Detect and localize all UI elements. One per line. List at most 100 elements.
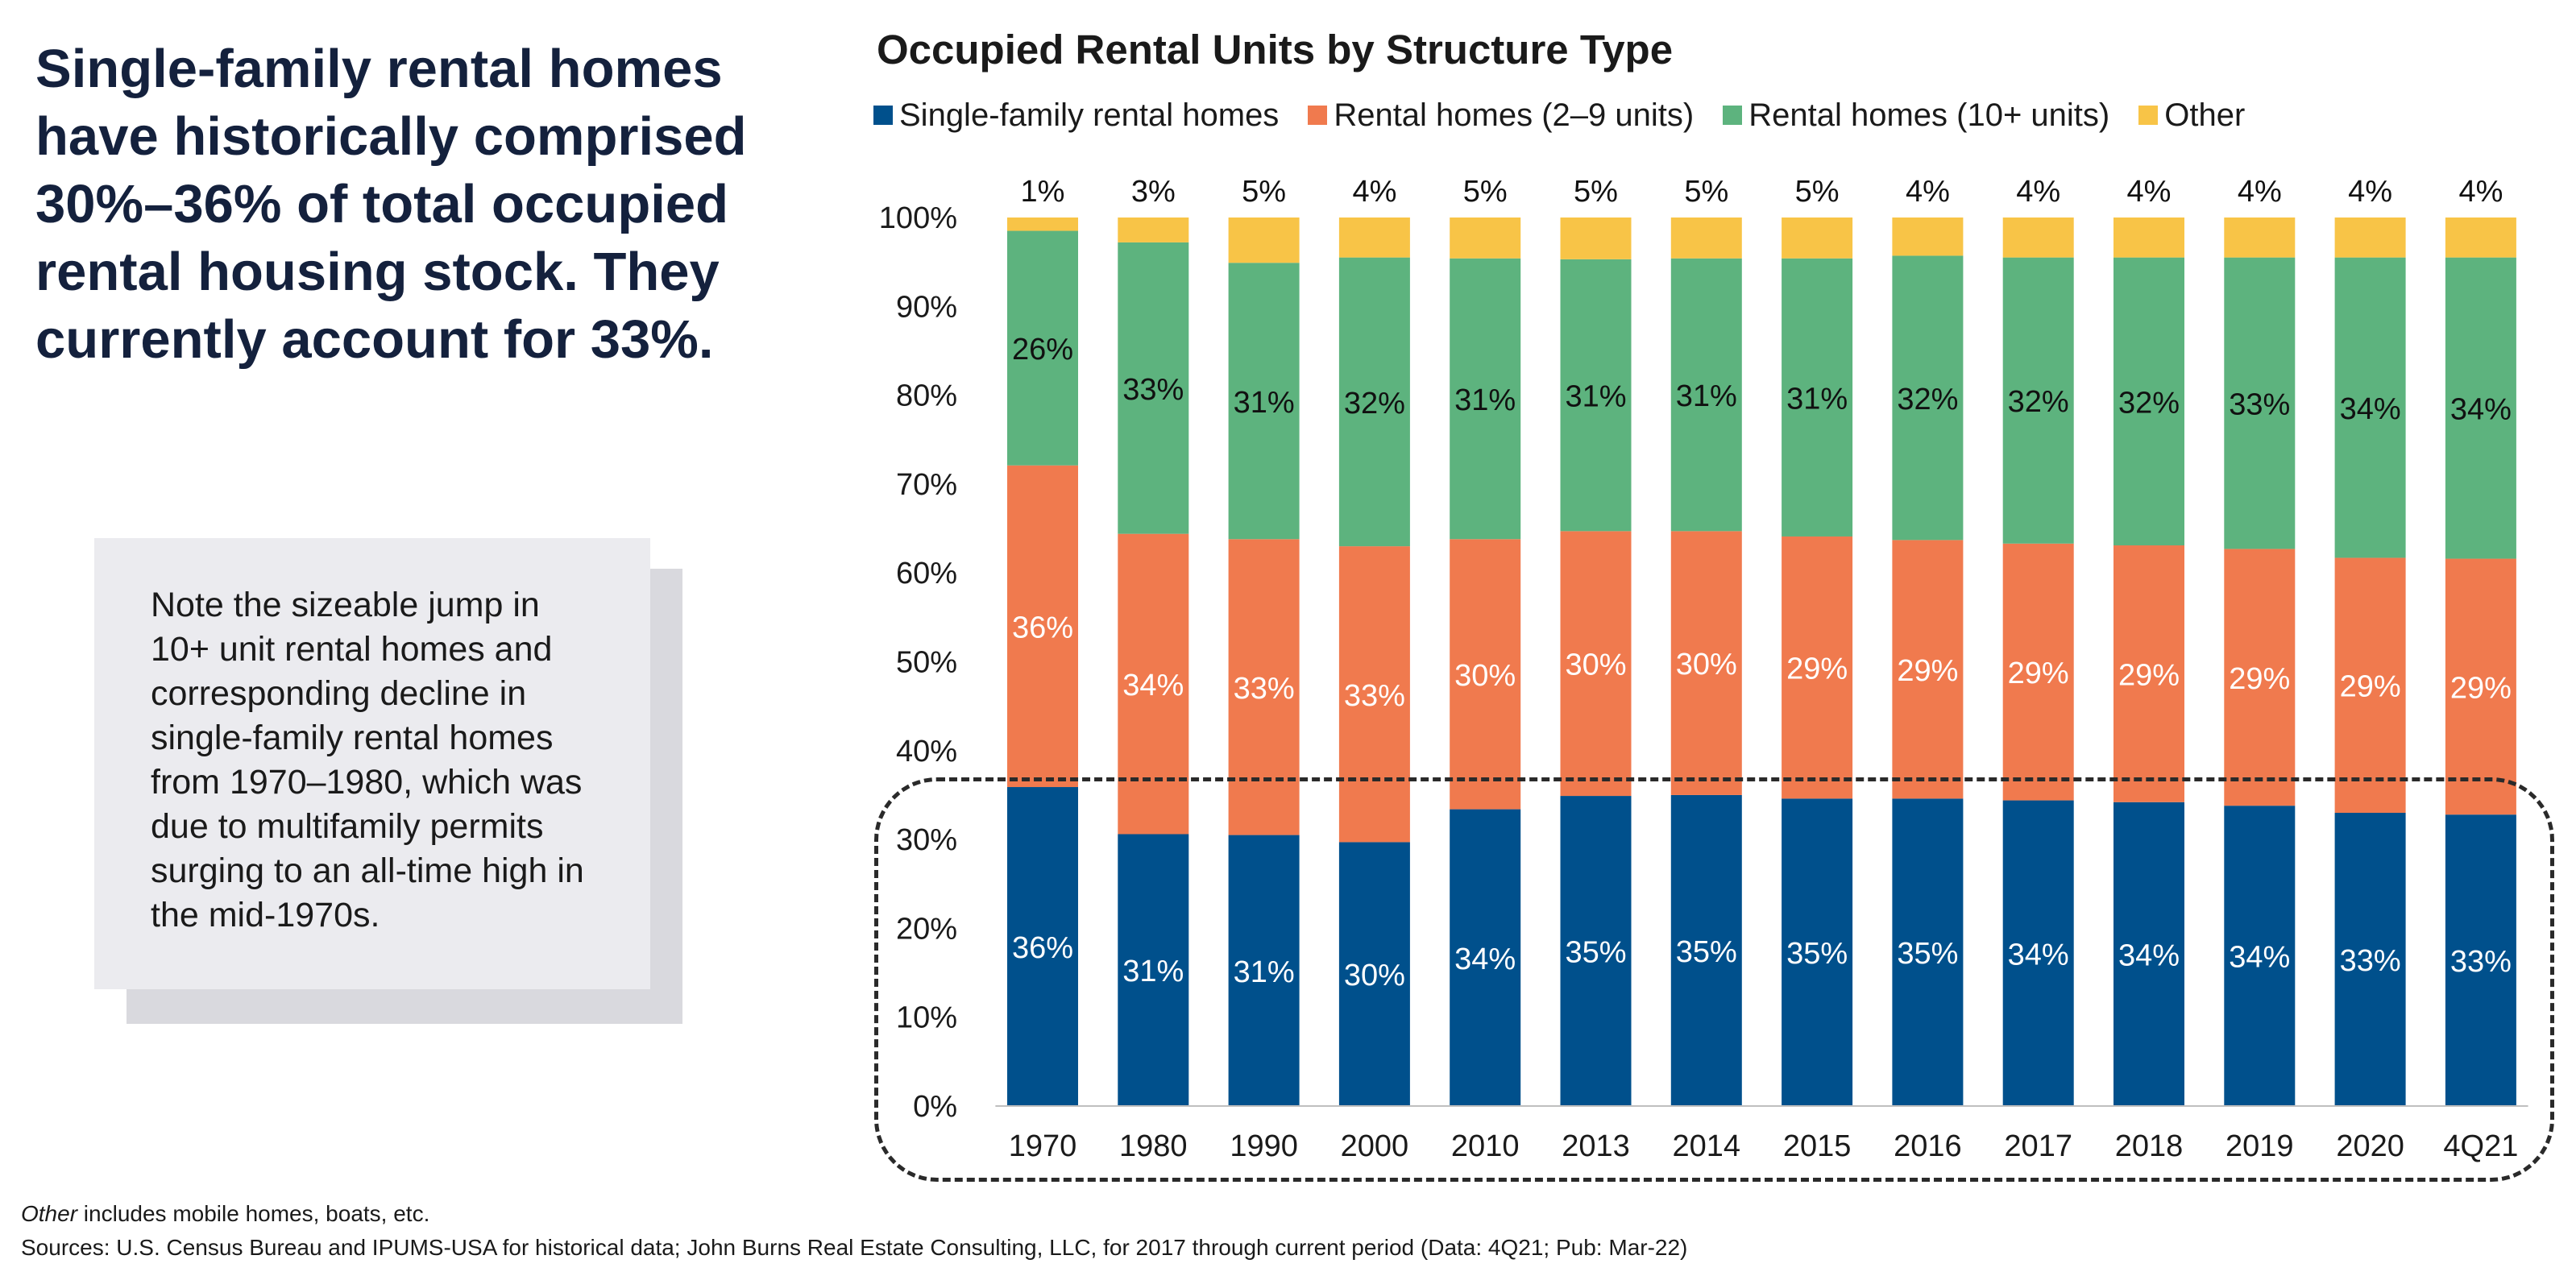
legend-label-other: Other	[2164, 97, 2246, 133]
bar-segment-small-multifamily	[1782, 536, 1853, 799]
data-label: 3%	[1131, 175, 1176, 209]
data-label: 31%	[1676, 379, 1737, 413]
legend-swatch-other	[2138, 106, 2159, 125]
legend-label-small-multifamily: Rental homes (2–9 units)	[1334, 97, 1695, 133]
data-label: 34%	[2450, 393, 2512, 427]
data-label: 5%	[1242, 175, 1286, 209]
bar-segment-other	[2002, 218, 2074, 258]
bar-segment-small-multifamily	[2224, 549, 2296, 806]
note-box: Note the sizeable jump in 10+ unit renta…	[94, 538, 650, 989]
single-family-highlight-box	[874, 777, 2554, 1182]
x-tick-label: 2013	[1562, 1129, 1630, 1163]
x-axis: 1970 1980 1990 2000 2010 2013 2014 2015 2016 2017…	[995, 1105, 2528, 1163]
footnote-text: includes mobile homes, boats, etc.	[77, 1201, 430, 1226]
x-tick-label: 2018	[2115, 1129, 2184, 1163]
data-label: 33%	[1122, 373, 1184, 407]
bar-segment-other	[1670, 218, 1742, 259]
data-label: 31%	[1234, 386, 1295, 420]
data-label: 34%	[2008, 938, 2069, 972]
data-label: 29%	[2229, 662, 2290, 696]
bar-segment-other	[1007, 218, 1078, 231]
data-label: 31%	[1786, 382, 1848, 416]
data-label: 4%	[1352, 175, 1396, 209]
bar-segment-single-family	[1560, 796, 1632, 1106]
y-tick-label: 80%	[896, 379, 957, 413]
data-label: 35%	[1897, 937, 1958, 971]
bar-segment-other	[2334, 218, 2406, 258]
footnote: Other includes mobile homes, boats, etc.	[21, 1201, 429, 1227]
data-label: 36%	[1012, 931, 1073, 965]
footnote-other-term: Other	[21, 1201, 78, 1226]
x-tick-label: 1970	[1009, 1129, 1077, 1163]
data-label: 26%	[1012, 333, 1073, 367]
bar-segment-other	[1782, 218, 1853, 259]
y-tick-label: 20%	[896, 912, 957, 946]
data-label: 29%	[1897, 654, 1958, 688]
data-label: 4%	[1906, 175, 1950, 209]
bar-segment-large-multifamily	[1118, 242, 1189, 534]
bar-segment-small-multifamily	[1118, 533, 1189, 835]
legend-item-other: Other	[2138, 97, 2245, 134]
bar-segment-other	[1892, 218, 1964, 256]
data-label: 30%	[1565, 648, 1626, 682]
data-label: 33%	[1234, 672, 1295, 706]
bar-segment-single-family	[2334, 813, 2406, 1106]
data-label: 32%	[1897, 383, 1958, 416]
data-label: 35%	[1786, 937, 1848, 971]
bar-segment-large-multifamily	[2334, 257, 2406, 558]
legend-label-large-multifamily: Rental homes (10+ units)	[1748, 97, 2110, 133]
y-tick-label: 10%	[896, 1001, 957, 1035]
y-tick-label: 70%	[896, 468, 957, 502]
data-label: 29%	[2118, 658, 2180, 692]
data-label: 1%	[1021, 175, 1065, 209]
y-axis: 0%10%20%30%40%50%60%70%80%90%100%	[879, 201, 957, 1124]
x-tick-label: 2000	[1341, 1129, 1409, 1163]
headline: Single-family rental homes have historic…	[35, 39, 747, 370]
bar-segment-large-multifamily	[1782, 258, 1853, 536]
note-text: Note the sizeable jump in 10+ unit renta…	[151, 586, 584, 934]
data-label: 5%	[1574, 175, 1618, 209]
data-label: 4%	[2016, 175, 2060, 209]
data-label: 34%	[2340, 392, 2401, 426]
y-tick-label: 60%	[896, 557, 957, 590]
bar-segment-single-family	[1892, 798, 1964, 1106]
bar-segment-small-multifamily	[2002, 543, 2074, 801]
x-tick-label: 2015	[1783, 1129, 1852, 1163]
legend-swatch-small-multifamily	[1308, 106, 1328, 125]
data-label: 29%	[2340, 670, 2401, 704]
legend-swatch-single-family	[873, 106, 893, 125]
data-label: 34%	[1454, 942, 1516, 976]
bar-segment-large-multifamily	[1670, 258, 1742, 532]
data-label: 29%	[2008, 657, 2069, 690]
data-label: 34%	[2118, 938, 2180, 972]
data-label: 31%	[1454, 383, 1516, 417]
data-label: 32%	[1344, 387, 1405, 420]
x-tick-label: 1990	[1230, 1129, 1298, 1163]
bar-segment-small-multifamily	[2445, 558, 2516, 815]
data-label: 29%	[1786, 652, 1848, 686]
bar-segment-large-multifamily	[2113, 257, 2184, 546]
bar-segment-other	[1338, 218, 1410, 258]
x-tick-label: 2014	[1673, 1129, 1741, 1163]
bar-segment-other	[1450, 218, 1521, 259]
bar-segment-large-multifamily	[2002, 257, 2074, 544]
data-label: 33%	[2340, 944, 2401, 978]
data-labels: 36% 36% 26% 1% 31% 34% 33% 3% 31% 33% 31% 5% 30% 33% 3…	[1012, 175, 2512, 992]
bar-segment-large-multifamily	[2445, 257, 2516, 559]
bar-segment-single-family	[2224, 806, 2296, 1106]
bar-segment-small-multifamily	[1450, 539, 1521, 810]
data-label: 33%	[1344, 679, 1405, 713]
bar-segment-large-multifamily	[2224, 257, 2296, 549]
bar-segment-small-multifamily	[2334, 557, 2406, 814]
bar-segment-small-multifamily	[1670, 531, 1742, 795]
legend-swatch-large-multifamily	[1723, 106, 1743, 125]
x-tick-label: 2016	[1894, 1129, 1962, 1163]
bar-segment-single-family	[1118, 834, 1189, 1106]
y-tick-label: 50%	[896, 646, 957, 680]
data-label: 4%	[2458, 175, 2503, 209]
legend-item-large-multifamily: Rental homes (10+ units)	[1723, 97, 2109, 134]
data-label: 32%	[2118, 386, 2180, 420]
data-label: 4%	[2348, 175, 2392, 209]
data-label: 35%	[1676, 935, 1737, 969]
